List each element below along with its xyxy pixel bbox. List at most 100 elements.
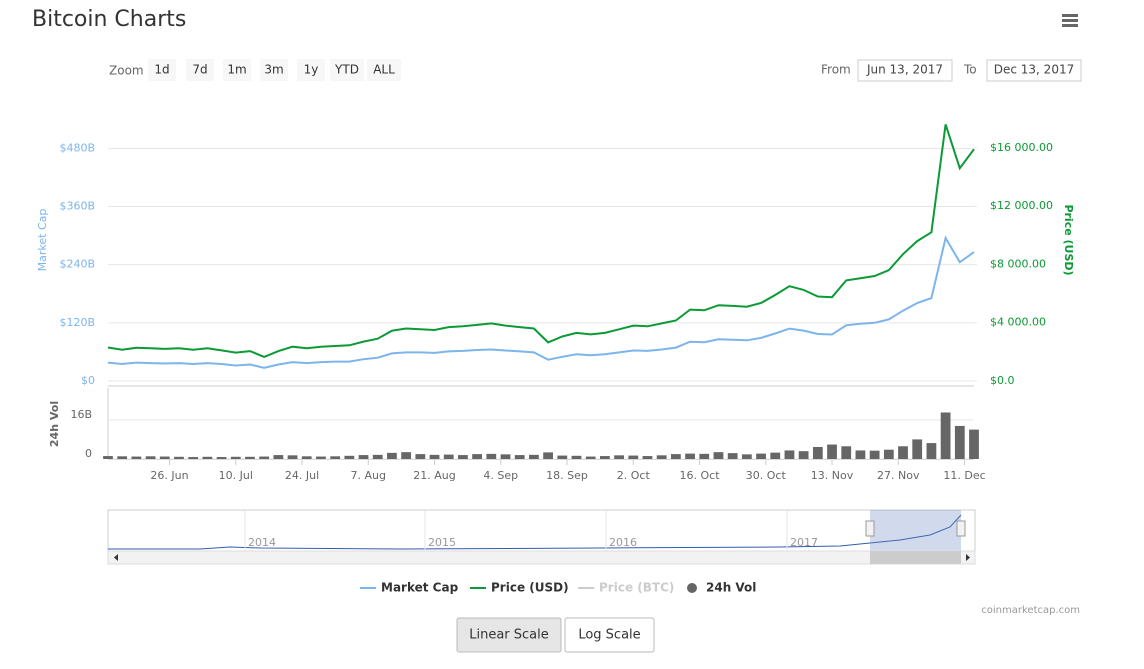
volume-bar [614, 455, 624, 459]
volume-bar [401, 452, 412, 459]
scale-button[interactable] [456, 617, 562, 653]
volume-bar [855, 450, 866, 459]
volume-bar [514, 455, 525, 459]
from-input[interactable] [857, 59, 953, 82]
volume-bar [486, 453, 497, 459]
volume-bar [585, 456, 596, 459]
legend-label[interactable]: 24h Vol [706, 581, 756, 595]
volume-bar [245, 456, 255, 459]
y-tick-label: $360B [59, 199, 95, 212]
y-tick-label: $120B [59, 316, 95, 329]
volume-bar [812, 447, 823, 459]
volume-bar [628, 455, 639, 459]
navigator-handle[interactable] [865, 520, 875, 537]
scrollbar [107, 550, 976, 565]
navigator-label: 2015 [428, 536, 456, 549]
volume-bar [301, 456, 312, 459]
scroll-left[interactable] [114, 554, 118, 561]
y3-axis-title: 24h Vol [48, 401, 61, 447]
zoom-button[interactable] [223, 59, 251, 81]
volume-bar [685, 453, 695, 459]
volume-bar [103, 456, 113, 459]
zoom-button-label: YTD [334, 63, 359, 77]
volume-bar [202, 456, 213, 459]
volume-bar [316, 456, 326, 459]
volume-bar [912, 439, 923, 459]
volume-bar [216, 457, 227, 459]
y-tick-label: $0 [81, 374, 95, 387]
volume-bar [443, 454, 454, 459]
volume-bar [174, 456, 184, 459]
x-tick-label: 21. Aug [413, 469, 455, 482]
y2-axis-title: Price (USD) [1062, 204, 1075, 275]
volume-bar [259, 456, 270, 459]
y2-tick-label: $12 000.00 [990, 199, 1053, 212]
to-label: To [963, 63, 977, 77]
navigator-line [108, 514, 962, 550]
menu-bar [1062, 24, 1078, 27]
volume-bar [117, 456, 128, 459]
volume-bar [557, 455, 568, 459]
volume-bar [940, 412, 951, 459]
legend-symbol[interactable] [687, 583, 697, 593]
volume-bar [415, 454, 426, 459]
series-line [107, 235, 975, 369]
zoom-button-label: 3m [264, 63, 283, 77]
zoom-button[interactable] [330, 59, 364, 81]
scale-button-label: Log Scale [578, 628, 640, 643]
zoom-button-label: 1d [154, 63, 169, 77]
zoom-button[interactable] [148, 59, 176, 81]
volume-bar [358, 455, 369, 459]
x-tick-label: 24. Jul [285, 469, 319, 482]
x-tick-label: 26. Jun [150, 469, 188, 482]
volume-bar [500, 454, 511, 459]
volume-bar [756, 453, 766, 459]
x-tick-label: 11. Dec [943, 469, 985, 482]
volume-bar [529, 454, 539, 459]
volume-bar [670, 454, 681, 459]
volume-bar [699, 453, 710, 459]
volume-bar [543, 452, 553, 459]
menu-icon[interactable] [1062, 14, 1078, 27]
volume-bar [159, 456, 170, 459]
zoom-button[interactable] [260, 59, 288, 81]
scale-button-label: Linear Scale [469, 628, 549, 643]
volume-bar [869, 450, 880, 459]
from-label: From [821, 63, 851, 77]
volume-bar [273, 455, 284, 459]
zoom-button-label: 1m [227, 63, 246, 77]
legend-label[interactable]: Price (USD) [491, 581, 569, 595]
volume-bar [330, 456, 341, 459]
volume-bar [798, 451, 809, 459]
scroll-right[interactable] [966, 554, 970, 561]
volume-bar [287, 455, 298, 459]
x-tick-label: 16. Oct [680, 469, 721, 482]
x-tick-label: 4. Sep [483, 469, 518, 482]
volume-bar [131, 456, 142, 459]
zoom-button[interactable] [367, 59, 401, 81]
zoom-button[interactable] [186, 59, 214, 81]
zoom-button-label: 7d [192, 63, 207, 77]
volume-bar [458, 455, 468, 459]
to-input[interactable] [986, 59, 1082, 82]
scrollbar-thumb[interactable] [870, 551, 961, 564]
navigator-label: 2016 [609, 536, 637, 549]
x-tick-label: 18. Sep [546, 469, 588, 482]
scale-button[interactable] [564, 617, 655, 653]
volume-bar [713, 452, 724, 459]
page-title: Bitcoin Charts [32, 7, 186, 32]
x-tick-label: 10. Jul [219, 469, 253, 482]
navigator-selection[interactable] [870, 510, 961, 551]
legend-label[interactable]: Price (BTC) [599, 581, 674, 595]
volume-bar [841, 446, 852, 459]
volume-bar [898, 446, 908, 459]
volume-bar [784, 450, 795, 459]
volume-bar [230, 456, 241, 459]
navigator-handle[interactable] [956, 520, 966, 537]
legend-label[interactable]: Market Cap [381, 581, 459, 595]
from-value: Jun 13, 2017 [866, 63, 943, 77]
y3-tick-label: 0 [85, 447, 92, 460]
zoom-button[interactable] [297, 59, 325, 81]
volume-bar [372, 454, 383, 459]
